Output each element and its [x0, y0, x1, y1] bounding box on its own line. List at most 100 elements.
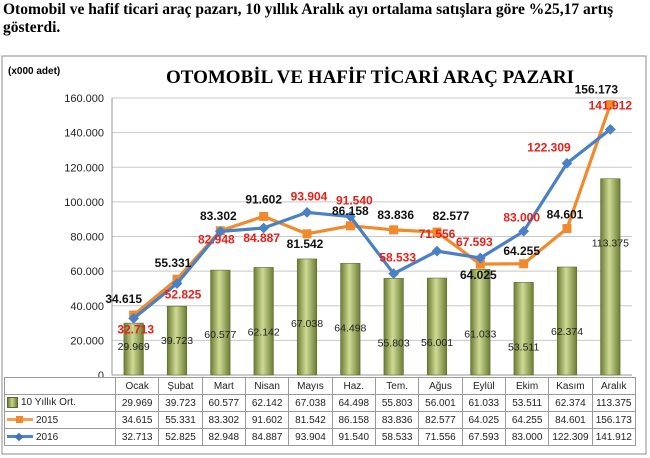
table-cell: 60.577 — [201, 394, 246, 412]
series-2016-point — [301, 207, 313, 218]
series-2015-label: 84.601 — [547, 208, 584, 222]
y-tick-label: 100.000 — [64, 197, 104, 209]
series-2015-label: 83.836 — [377, 208, 414, 222]
series-2016-label: 52.825 — [165, 288, 202, 302]
table-cell: 122.309 — [548, 428, 593, 446]
legend-label: 2016 — [36, 431, 59, 443]
bar-value-label: 29.969 — [118, 341, 150, 353]
category-header: Eylül — [461, 377, 506, 395]
category-header: Ekim — [504, 377, 550, 395]
table-cell: 83.000 — [504, 428, 550, 446]
y-axis-unit: (x000 adet) — [8, 66, 60, 77]
y-tick-label: 120.000 — [64, 162, 104, 174]
table-cell: 67.038 — [288, 394, 333, 412]
category-header: Ağus — [418, 377, 463, 395]
category-header: Tem. — [374, 377, 420, 395]
series-2015-point — [389, 225, 399, 235]
table-cell: 67.593 — [461, 428, 506, 446]
series-2016-label: 83.000 — [503, 210, 540, 224]
bar-value-label: 56.001 — [421, 337, 453, 349]
table-cell: 93.904 — [288, 428, 333, 446]
series-2015-point — [605, 100, 615, 110]
series-2016-line — [132, 128, 612, 320]
series-2016-label: 32.713 — [117, 322, 154, 336]
series-2015-label: 156.173 — [575, 83, 619, 97]
bar-value-label: 61.033 — [464, 328, 496, 340]
y-tick-label: 40.000 — [70, 301, 104, 313]
series-bar-legend-key — [7, 397, 18, 409]
bar — [296, 258, 318, 376]
category-header: Nisan — [244, 377, 290, 395]
bar-value-label: 62.374 — [551, 326, 583, 338]
series-2016-point — [344, 211, 356, 222]
y-tick-label: 20.000 — [70, 335, 104, 347]
table-cell: 113.375 — [591, 394, 636, 412]
category-header: Ocak — [114, 377, 160, 395]
table-cell: 55.331 — [158, 411, 203, 429]
series-2016-label: 67.593 — [456, 235, 493, 249]
series-2016-point — [258, 222, 270, 234]
y-tick-label: 140.000 — [64, 128, 104, 140]
series-labels: 34.615 55.331 83.302 91.602 81.542 86.158 83.8… — [105, 83, 632, 337]
bar-value-label: 64.498 — [334, 322, 366, 334]
bar — [210, 269, 231, 376]
table-cell: 61.033 — [461, 394, 506, 412]
series-2015-label: 86.158 — [332, 204, 369, 218]
bar-value-label: 39.723 — [161, 335, 193, 347]
series-2016-label: 91.540 — [336, 194, 373, 208]
table-cell: 91.602 — [244, 411, 290, 429]
series-2015-label: 83.302 — [200, 209, 237, 223]
headline: Otomobil ve hafif ticari araç pazarı, 10… — [3, 1, 614, 36]
table-cell: 58.533 — [374, 428, 420, 446]
series-2016-label: 141.912 — [589, 98, 633, 112]
series-2015-point — [302, 229, 312, 239]
bar — [556, 266, 578, 376]
table-cell: 62.142 — [244, 394, 290, 412]
series-2015-point — [519, 259, 529, 269]
table-cell: 71.556 — [418, 428, 463, 446]
table-cell: 64.255 — [504, 411, 550, 429]
table-cell: 81.542 — [288, 411, 333, 429]
table-cell: 64.025 — [461, 411, 506, 429]
bar-value-label: 113.375 — [592, 238, 629, 250]
bar-value-label: 53.511 — [508, 341, 539, 353]
bar-value-label: 67.038 — [291, 318, 323, 330]
series-2016-label: 82.948 — [198, 232, 235, 246]
category-header: Mart — [201, 377, 246, 395]
table-row: 2015 34.615 55.331 83.302 91.602 81.542 86.158… — [4, 411, 636, 429]
table-cell: 83.836 — [374, 411, 420, 429]
table-cell: 55.803 — [374, 394, 420, 412]
bar-value-label: 60.577 — [204, 329, 236, 341]
legend-entry: 2016 — [4, 428, 116, 446]
series-2015-label: 64.025 — [460, 268, 497, 282]
table-cell: 82.577 — [418, 411, 463, 429]
series-2016-point — [388, 268, 400, 280]
series-2015-label: 64.255 — [503, 244, 540, 258]
legend-label: 10 Yıllık Ort. — [21, 397, 76, 409]
series-2016-point — [474, 252, 486, 264]
table-cell: 86.158 — [331, 411, 376, 429]
bar-labels: 29.969 39.723 60.577 62.142 67.038 64.498 55.8… — [118, 238, 629, 354]
table-cell: 82.948 — [201, 428, 246, 446]
series-lines — [128, 100, 616, 324]
chart-title: OTOMOBİL VE HAFİF TİCARİ ARAÇ PAZARI — [166, 67, 574, 88]
series-2015-point — [475, 259, 485, 269]
series-2015-label: 81.542 — [287, 237, 324, 251]
series-2016-legend-key — [7, 432, 33, 441]
series-2015-label: 82.577 — [433, 209, 470, 223]
category-header: Haz. — [331, 377, 376, 395]
table-cell: 39.723 — [158, 394, 203, 412]
y-tick-label: 60.000 — [70, 266, 104, 278]
legend-entry: 10 Yıllık Ort. — [4, 394, 116, 412]
y-tick-label: 0 — [98, 370, 104, 382]
category-header: Şubat — [158, 377, 203, 395]
category-header: Aralık — [591, 377, 636, 395]
series-2016-label: 122.309 — [527, 140, 571, 154]
series-2015-label: 55.331 — [155, 256, 192, 270]
table-cell: 56.001 — [418, 394, 463, 412]
series-2016-label: 84.887 — [243, 231, 280, 245]
table-cell: 32.713 — [114, 428, 160, 446]
grid — [111, 97, 632, 376]
table-cell: 84.601 — [548, 411, 593, 429]
bar — [470, 269, 491, 376]
